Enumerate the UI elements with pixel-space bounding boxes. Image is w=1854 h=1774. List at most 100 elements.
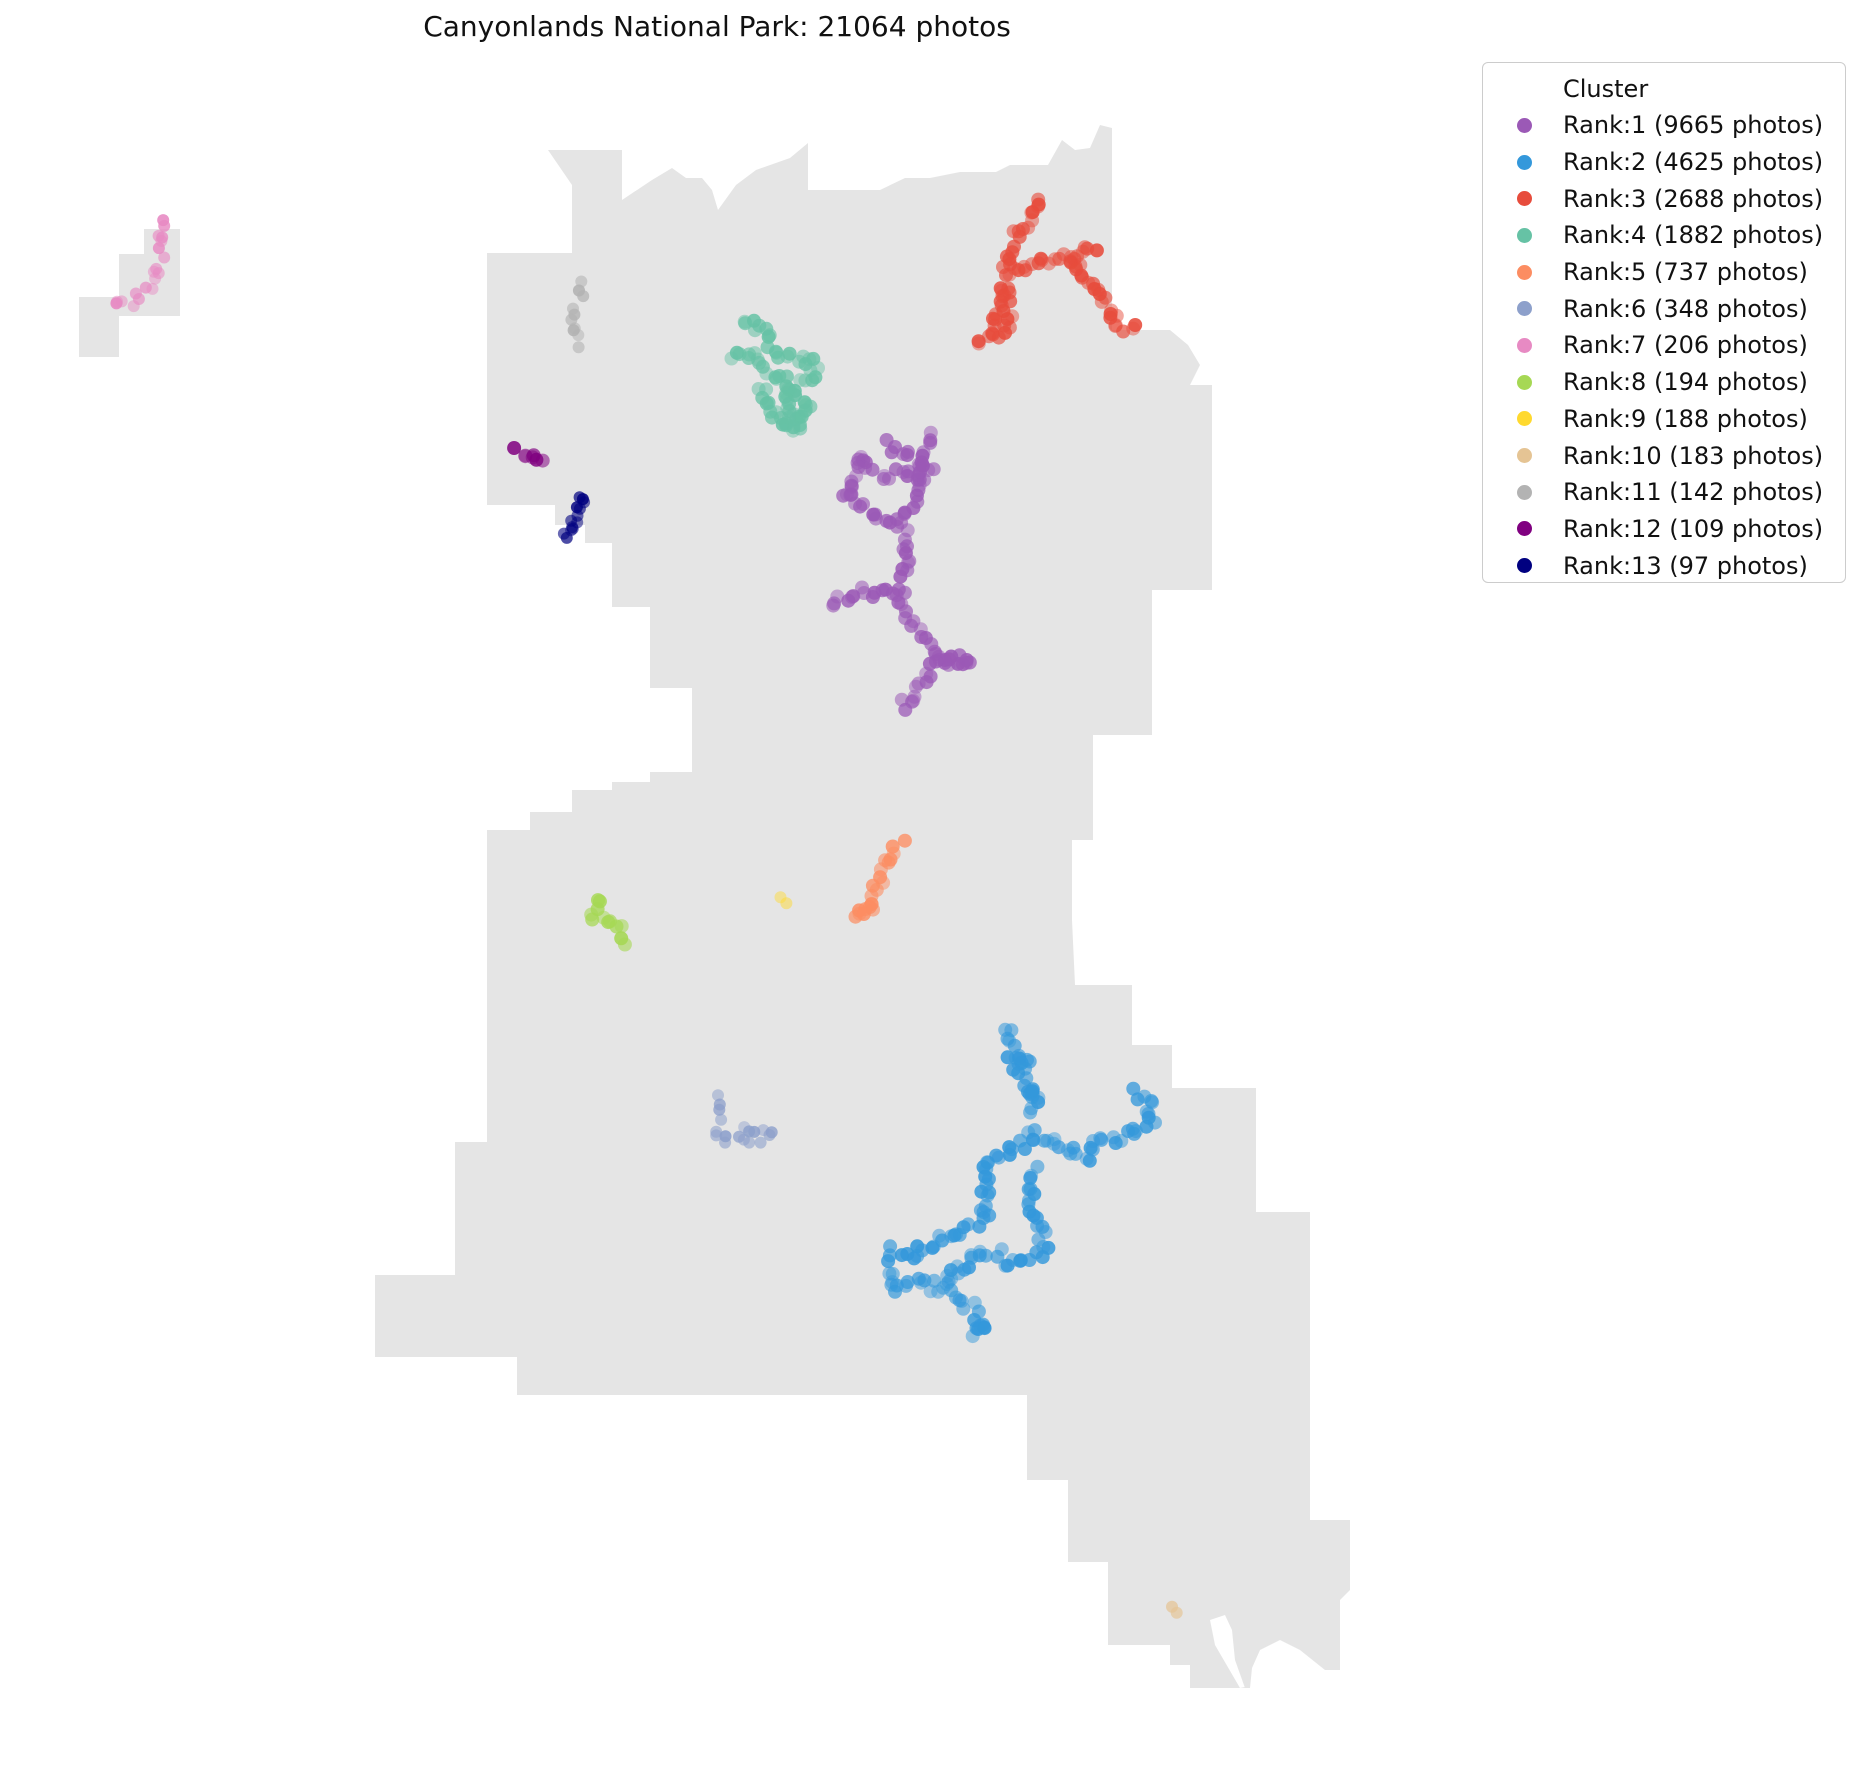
photo-point: [566, 522, 579, 535]
legend-label: Rank:6 (348 photos): [1563, 294, 1808, 323]
photo-point: [768, 370, 783, 385]
photo-point: [866, 902, 880, 917]
legend-title: Cluster: [1563, 75, 1649, 103]
legend-entry-rank-2: Rank:2 (4625 photos): [1483, 144, 1845, 181]
photo-point: [712, 1089, 724, 1102]
legend-label: Rank:11 (142 photos): [1563, 478, 1824, 507]
photo-point: [1170, 1606, 1183, 1619]
legend-label: Rank:1 (9665 photos): [1563, 111, 1824, 140]
cluster-points-rank-11: [565, 275, 590, 354]
photo-point: [898, 702, 913, 717]
cluster-points-rank-2: [881, 1022, 1162, 1344]
photo-point: [1025, 213, 1040, 228]
photo-point: [900, 1275, 915, 1289]
legend-marker: [1517, 484, 1532, 500]
photo-point: [893, 569, 908, 584]
legend-entry-rank-13: Rank:13 (97 photos): [1483, 547, 1845, 584]
photo-point: [719, 1136, 732, 1149]
legend-marker: [1517, 264, 1532, 280]
photo-point: [1037, 1133, 1052, 1148]
cluster-points-rank-9: [774, 891, 793, 910]
legend-entry-rank-4: Rank:4 (1882 photos): [1483, 217, 1845, 254]
photo-point: [1000, 1258, 1015, 1273]
photo-point: [826, 598, 841, 613]
cluster-points-rank-8: [584, 893, 632, 952]
photo-point: [757, 1124, 770, 1137]
photo-point: [761, 329, 776, 344]
photo-point: [914, 630, 929, 644]
photo-point: [1068, 1146, 1083, 1161]
photo-point: [507, 441, 522, 455]
photo-point: [1128, 1124, 1143, 1139]
photo-point: [917, 1273, 932, 1288]
photo-point: [748, 323, 762, 338]
photo-point: [535, 453, 550, 468]
photo-point: [127, 300, 140, 313]
photo-point: [885, 1266, 900, 1281]
photo-point: [923, 1284, 938, 1299]
photo-point: [1030, 1159, 1045, 1174]
legend-marker: [1517, 227, 1532, 243]
photo-point: [922, 656, 937, 671]
photo-point: [577, 290, 590, 303]
legend-entry-rank-5: Rank:5 (737 photos): [1483, 254, 1845, 291]
legend-marker: [1517, 521, 1532, 537]
legend-marker: [1517, 337, 1532, 353]
legend-marker: [1517, 448, 1532, 464]
photo-point: [1003, 294, 1018, 309]
photo-point: [971, 334, 986, 349]
photo-point: [914, 1275, 928, 1290]
photo-point: [111, 295, 123, 308]
legend-entries: Rank:1 (9665 photos) Rank:2 (4625 photos…: [1483, 107, 1845, 584]
photo-point: [713, 1103, 726, 1116]
photo-point: [798, 373, 813, 388]
photo-point: [575, 275, 588, 288]
photo-point: [977, 1321, 992, 1336]
photo-points: [110, 192, 1183, 1619]
photo-point: [754, 1136, 767, 1149]
photo-point: [900, 448, 915, 463]
photo-point: [991, 1150, 1006, 1165]
photo-point: [867, 585, 882, 600]
photo-point: [710, 1129, 723, 1142]
legend-marker: [1517, 558, 1532, 574]
cluster-points-rank-1: [826, 425, 977, 717]
cluster-points-rank-12: [507, 441, 550, 468]
photo-point: [877, 469, 892, 483]
photo-point: [1082, 1153, 1097, 1168]
photo-point: [617, 937, 632, 952]
photo-point: [1024, 1168, 1039, 1183]
photo-point: [743, 1136, 756, 1149]
legend-entry-rank-1: Rank:1 (9665 photos): [1483, 107, 1845, 144]
photo-point: [149, 272, 162, 285]
photo-point: [868, 507, 883, 522]
legend-entry-rank-7: Rank:7 (206 photos): [1483, 327, 1845, 364]
photo-point: [881, 1254, 896, 1269]
photo-point: [755, 359, 770, 374]
photo-point: [897, 833, 912, 848]
photo-point: [1000, 1050, 1015, 1065]
legend-label: Rank:10 (183 photos): [1563, 441, 1824, 470]
cluster-points-rank-6: [710, 1089, 778, 1149]
photo-point: [802, 352, 817, 367]
photo-point: [743, 1125, 756, 1138]
photo-point: [911, 676, 926, 691]
park-boundary-nw-parcel: [79, 229, 180, 357]
photo-point: [1089, 243, 1104, 258]
legend-marker: [1517, 154, 1532, 170]
map-title: Canyonlands National Park: 21064 photos: [423, 10, 1011, 43]
photo-point: [978, 1248, 993, 1263]
photo-point: [715, 1113, 728, 1126]
photo-point: [779, 369, 794, 384]
photo-point: [1040, 1133, 1055, 1148]
photo-point: [853, 499, 868, 514]
photo-point: [774, 891, 787, 904]
photo-point: [956, 1301, 971, 1316]
legend-label: Rank:3 (2688 photos): [1563, 184, 1824, 213]
photo-point: [557, 527, 570, 540]
photo-point: [793, 373, 808, 388]
photo-point: [923, 425, 938, 440]
photo-point: [1051, 1140, 1066, 1155]
park-map: [79, 125, 1350, 1688]
legend-entry-rank-9: Rank:9 (188 photos): [1483, 401, 1845, 438]
